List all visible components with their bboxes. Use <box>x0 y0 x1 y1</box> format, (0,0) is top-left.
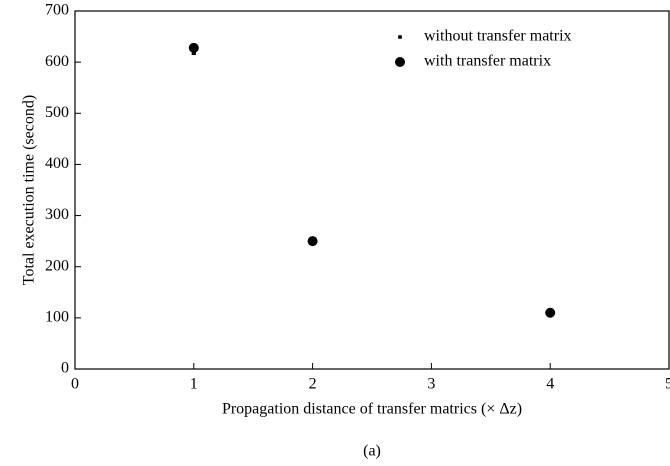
point <box>188 42 199 53</box>
x-tick-label: 2 <box>309 376 317 393</box>
x-tick-label: 1 <box>190 376 198 393</box>
y-tick-label: 600 <box>45 53 69 70</box>
point <box>545 307 556 318</box>
y-tick-label: 400 <box>45 155 69 172</box>
point <box>307 236 318 247</box>
legend-marker <box>398 35 402 39</box>
x-axis-label: Propagation distance of transfer matrics… <box>222 401 522 418</box>
legend-marker <box>395 57 405 67</box>
x-tick-label: 4 <box>546 376 554 393</box>
y-tick-label: 200 <box>45 257 69 274</box>
legend-label: with transfer matrix <box>424 53 551 70</box>
y-axis-label: Total execution time (second) <box>21 95 38 285</box>
y-tick-label: 100 <box>45 309 69 326</box>
y-tick-label: 0 <box>61 360 69 377</box>
x-tick-label: 3 <box>427 376 435 393</box>
legend-label: without transfer matrix <box>424 28 572 45</box>
x-tick-label: 0 <box>71 376 79 393</box>
plot-frame <box>74 10 670 370</box>
caption: (a) <box>363 443 381 460</box>
y-tick-label: 700 <box>45 2 69 19</box>
x-tick-label: 5 <box>665 376 670 393</box>
y-tick-label: 300 <box>45 206 69 223</box>
point <box>191 50 196 56</box>
y-tick-label: 500 <box>45 104 69 121</box>
